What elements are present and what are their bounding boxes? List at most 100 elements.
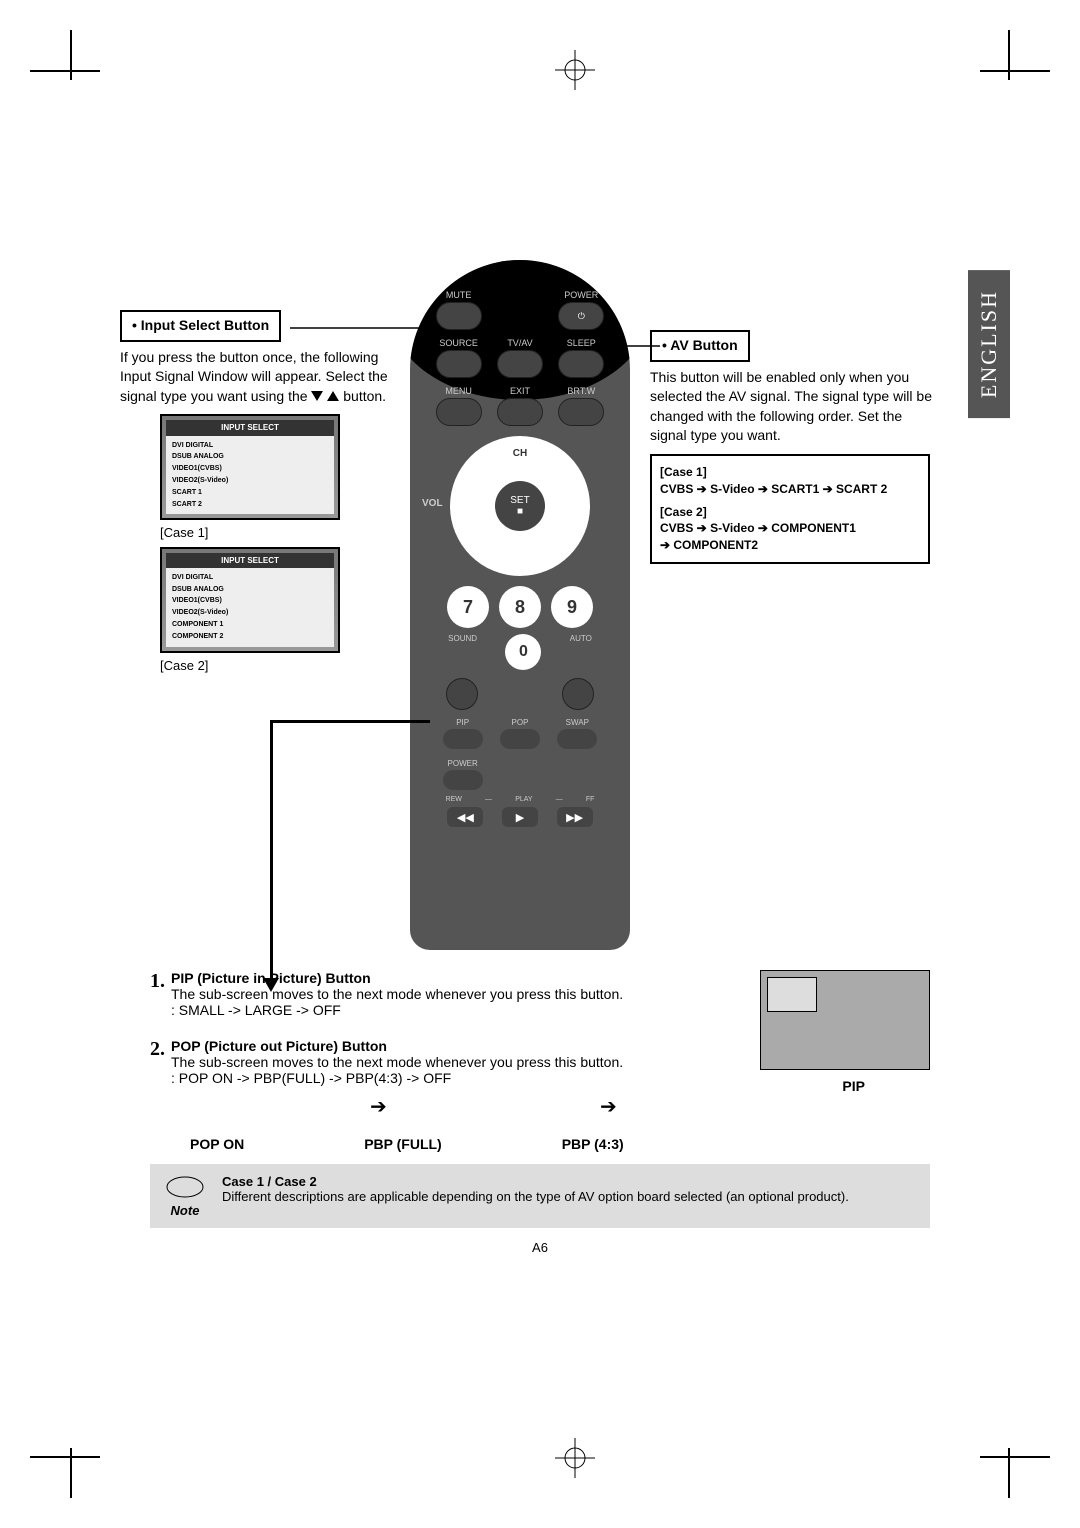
osd-item: COMPONENT 2 (170, 631, 330, 643)
osd-item: SCART 1 (170, 487, 330, 499)
pip-diagram (760, 970, 930, 1070)
osd-item: SCART 2 (170, 499, 330, 511)
page-number: A6 (150, 1240, 930, 1255)
auto-button[interactable] (562, 678, 594, 710)
note-icon: Note (160, 1174, 210, 1218)
sound-button[interactable] (446, 678, 478, 710)
note-body-text: Different descriptions are applicable de… (222, 1189, 849, 1204)
case2-label: [Case 2] (160, 657, 390, 675)
ff-button[interactable]: ▶▶ (557, 807, 593, 827)
osd-item: COMPONENT 1 (170, 619, 330, 631)
crop-mark (1008, 30, 1010, 80)
av-case1-seq: CVBS ➔ S-Video ➔ SCART1 ➔ SCART 2 (660, 481, 920, 498)
crop-mark (70, 30, 72, 80)
rew-button[interactable]: ◀◀ (447, 807, 483, 827)
key-9[interactable]: 9 (551, 586, 593, 628)
note-bar: Note Case 1 / Case 2 Different descripti… (150, 1164, 930, 1228)
pop-label: POP (512, 718, 529, 727)
pip-item2-seq: : POP ON -> PBP(FULL) -> PBP(4:3) -> OFF (171, 1070, 930, 1086)
arrow-icon: ➔ (600, 1094, 617, 1119)
osd-item: VIDEO2(S-Video) (170, 607, 330, 619)
registration-mark (555, 1438, 595, 1478)
av-case2-seq: CVBS ➔ S-Video ➔ COMPONENT1➔ COMPONENT2 (660, 520, 920, 554)
menu-button[interactable] (436, 398, 482, 426)
arrow-to-pip (270, 720, 430, 723)
pip-sub-window (767, 977, 817, 1012)
osd-item: VIDEO1(CVBS) (170, 595, 330, 607)
osd-item: VIDEO2(S-Video) (170, 475, 330, 487)
vcr-power-label: POWER (448, 759, 478, 768)
key-8[interactable]: 8 (499, 586, 541, 628)
play-button[interactable]: ▶ (502, 807, 538, 827)
av-case-box: [Case 1] CVBS ➔ S-Video ➔ SCART1 ➔ SCART… (650, 454, 930, 564)
input-select-callout: • Input Select Button If you press the b… (120, 310, 390, 679)
osd-item: DVI DIGITAL (170, 572, 330, 584)
crop-mark (30, 1456, 100, 1458)
osd-item: DVI DIGITAL (170, 440, 330, 452)
input-select-body2: button. (343, 388, 386, 404)
item-number: 1. (150, 970, 165, 1018)
pip-label: PIP (456, 718, 469, 727)
down-triangle-icon (311, 391, 323, 401)
mode-pbpfull: PBP (FULL) (364, 1136, 442, 1152)
connector-line (290, 320, 420, 340)
osd-case2: INPUT SELECT DVI DIGITALDSUB ANALOGVIDEO… (160, 547, 340, 653)
dpad-ch-label: CH (513, 448, 527, 459)
up-triangle-icon (327, 391, 339, 401)
vcr-power-button[interactable] (443, 770, 483, 790)
av-case1-label: [Case 1] (660, 464, 920, 481)
power-button[interactable]: ⏻ (558, 302, 604, 330)
note-label: Note (171, 1203, 200, 1218)
osd-title: INPUT SELECT (166, 420, 334, 435)
osd-item: VIDEO1(CVBS) (170, 463, 330, 475)
registration-mark (555, 50, 595, 90)
brtw-label: BRT.W (558, 386, 604, 396)
ff-label: FF (586, 796, 595, 803)
source-button[interactable] (436, 350, 482, 378)
arrow-to-pip (270, 720, 273, 980)
dpad-set-button[interactable]: SET ■ (495, 481, 545, 531)
crop-mark (1008, 1448, 1010, 1498)
mute-button[interactable] (436, 302, 482, 330)
crop-mark (980, 70, 1050, 72)
crop-mark (980, 1456, 1050, 1458)
brtw-button[interactable] (558, 398, 604, 426)
item-number: 2. (150, 1038, 165, 1086)
dpad-set-label: SET (510, 495, 529, 506)
av-button-title: • AV Button (650, 330, 750, 362)
play-label: PLAY (515, 796, 532, 803)
osd-item: DSUB ANALOG (170, 584, 330, 596)
pop-button[interactable] (500, 729, 540, 749)
pip-button[interactable] (443, 729, 483, 749)
key-0[interactable]: 0 (505, 634, 541, 670)
mode-row: POP ON PBP (FULL) PBP (4:3) (190, 1136, 930, 1152)
swap-label: SWAP (566, 718, 589, 727)
sound-label: SOUND (448, 634, 477, 670)
crop-mark (30, 70, 100, 72)
key-7[interactable]: 7 (447, 586, 489, 628)
menu-label: MENU (436, 386, 482, 396)
swap-button[interactable] (557, 729, 597, 749)
av-button-body: This button will be enabled only when yo… (650, 368, 940, 446)
input-select-title: • Input Select Button (120, 310, 281, 342)
av-case2-label: [Case 2] (660, 504, 920, 521)
mode-pbp43: PBP (4:3) (562, 1136, 624, 1152)
av-button-callout: • AV Button This button will be enabled … (650, 330, 940, 564)
note-title: Case 1 / Case 2 (222, 1174, 849, 1189)
power-label: POWER (558, 290, 604, 300)
dpad[interactable]: CH VOL SET ■ (450, 436, 590, 576)
mode-popon: POP ON (190, 1136, 244, 1152)
exit-button[interactable] (497, 398, 543, 426)
dpad-vol-label: VOL (422, 498, 443, 509)
exit-label: EXIT (497, 386, 543, 396)
osd-case1: INPUT SELECT DVI DIGITALDSUB ANALOGVIDEO… (160, 414, 340, 520)
tvav-button[interactable] (497, 350, 543, 378)
sleep-button[interactable] (558, 350, 604, 378)
osd-item: DSUB ANALOG (170, 451, 330, 463)
case1-label: [Case 1] (160, 524, 390, 542)
language-tab: ENGLISH (968, 270, 1010, 418)
sleep-label: SLEEP (558, 338, 604, 348)
rew-label: REW (446, 796, 462, 803)
crop-mark (70, 1448, 72, 1498)
arrow-icon: ➔ (370, 1094, 387, 1119)
